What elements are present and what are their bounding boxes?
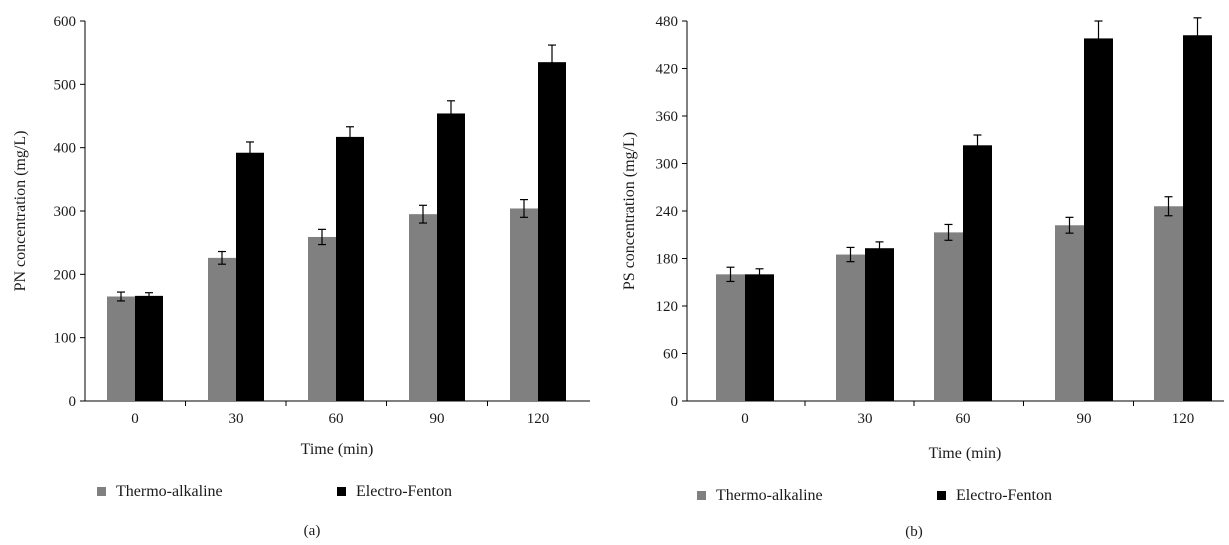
panel-b-x-axis-title: Time (min)	[929, 445, 1002, 462]
panel-b-y-axis-title: PS concentration (mg/L)	[621, 132, 638, 290]
panel-a-error-bar-thermo-alkaline-60	[318, 228, 326, 246]
panel-a-x-tick-label: 90	[430, 411, 445, 427]
panel-a-legend-label-electro-fenton: Electro-Fenton	[356, 483, 452, 500]
panel-a-x-tick-label: 0	[131, 411, 139, 427]
panel-b-x-tick-label: 0	[741, 411, 749, 427]
panel-b-error-bar-thermo-alkaline-120	[1164, 196, 1173, 217]
panel-b-label: (b)	[905, 524, 923, 540]
panel-b-y-tick-label: 180	[656, 252, 679, 268]
panel-a-error-bar-electro-fenton-120	[548, 44, 556, 80]
panel-a-x-tick-label: 30	[229, 411, 244, 427]
panel-b-y-tick-label: 300	[656, 157, 679, 173]
panel-a-error-bar-thermo-alkaline-30	[218, 250, 226, 265]
panel-a-x-axis-title: Time (min)	[301, 441, 374, 458]
panel-b-error-bar-electro-fenton-120	[1193, 17, 1202, 53]
panel-b-error-bar-electro-fenton-0	[755, 268, 764, 280]
panel-b-x-tick-label: 90	[1077, 411, 1092, 427]
panel-b-y-tick-label: 360	[656, 109, 679, 125]
panel-b-y-tick-label: 0	[671, 394, 679, 410]
panel-a-bar-thermo-alkaline-0	[107, 296, 135, 401]
panel-a-bar-electro-fenton-120	[538, 62, 566, 402]
panel-a-bar-thermo-alkaline-90	[409, 214, 437, 401]
panel-a-y-tick-label: 500	[54, 77, 77, 93]
panel-a-x-tick-label: 60	[329, 411, 344, 427]
panel-a-error-bar-electro-fenton-90	[447, 100, 455, 127]
panel-a-error-bar-thermo-alkaline-90	[419, 204, 427, 224]
panel-b-bar-thermo-alkaline-120	[1154, 206, 1183, 401]
panel-a-bar-thermo-alkaline-120	[510, 208, 538, 401]
panel-b-bar-electro-fenton-30	[865, 248, 894, 401]
panel-b-y-tick-label: 240	[656, 204, 679, 220]
panel-b-x-tick-label: 30	[858, 411, 873, 427]
panel-b-bar-thermo-alkaline-60	[934, 232, 963, 401]
panel-a-error-bar-electro-fenton-60	[346, 126, 354, 148]
panel-a-bar-thermo-alkaline-60	[308, 236, 336, 401]
panel-b-bar-thermo-alkaline-90	[1055, 225, 1084, 401]
panel-a-y-tick-label: 200	[54, 267, 77, 283]
chart-panel-a: 0 100 200 300 400 500 600 0 30 60 90 120 Time (min)…	[12, 14, 590, 539]
panel-a-x-tick-label: 120	[527, 411, 550, 427]
panel-a-legend-swatch-thermo-alkaline	[97, 487, 106, 496]
panel-b-error-bar-thermo-alkaline-90	[1065, 216, 1074, 234]
panel-b-bar-electro-fenton-90	[1084, 38, 1113, 402]
panel-a-error-bar-electro-fenton-0	[145, 292, 153, 300]
panel-b-error-bar-thermo-alkaline-30	[846, 246, 855, 263]
panel-b-bar-thermo-alkaline-30	[836, 254, 865, 401]
panel-b-bar-electro-fenton-120	[1183, 35, 1212, 401]
panel-b-y-tick-label: 480	[656, 14, 679, 30]
panel-b-legend-swatch-electro-fenton	[937, 491, 946, 500]
panel-b-bar-thermo-alkaline-0	[716, 274, 745, 401]
panel-a-error-bar-electro-fenton-30	[246, 141, 254, 164]
panel-a-y-tick-label: 100	[54, 331, 77, 347]
panel-a-bar-electro-fenton-30	[236, 152, 264, 401]
panel-a-bar-electro-fenton-90	[437, 113, 465, 401]
panel-b-y-tick-label: 120	[656, 299, 679, 315]
panel-b-x-tick-label: 60	[956, 411, 971, 427]
panel-b-error-bar-electro-fenton-30	[875, 241, 884, 255]
panel-b-y-tick-label: 420	[656, 62, 679, 78]
panel-a-bar-thermo-alkaline-30	[208, 257, 236, 401]
panel-b-error-bar-electro-fenton-60	[973, 134, 982, 156]
panel-b-legend-label-electro-fenton: Electro-Fenton	[956, 487, 1052, 504]
panel-a-y-tick-label: 0	[69, 394, 77, 410]
panel-a-legend-label-thermo-alkaline: Thermo-alkaline	[116, 483, 223, 500]
panel-a-y-tick-label: 400	[54, 141, 77, 157]
panel-b-error-bar-electro-fenton-90	[1094, 20, 1103, 56]
panel-b-bar-electro-fenton-0	[745, 274, 774, 401]
panel-b-x-tick-label: 120	[1172, 411, 1195, 427]
panel-b-bar-electro-fenton-60	[963, 145, 992, 401]
panel-a-y-tick-label: 600	[54, 14, 77, 30]
chart-panel-b: 0 60 120 180 240 300 360 420 480 0 30 60 90 120 Time …	[621, 14, 1224, 540]
panel-a-bar-electro-fenton-60	[336, 136, 364, 401]
panel-a-error-bar-thermo-alkaline-0	[117, 291, 125, 302]
panel-a-legend-swatch-electro-fenton	[337, 487, 346, 496]
panel-b-error-bar-thermo-alkaline-60	[944, 223, 953, 241]
panel-b-legend-label-thermo-alkaline: Thermo-alkaline	[716, 487, 823, 504]
panel-b-legend: Thermo-alkaline Electro-Fenton	[697, 487, 1052, 504]
panel-b-error-bar-thermo-alkaline-0	[726, 266, 735, 283]
panel-a-y-tick-label: 300	[54, 204, 77, 220]
panel-a-legend: Thermo-alkaline Electro-Fenton	[97, 483, 452, 500]
panel-a-error-bar-thermo-alkaline-120	[520, 199, 528, 218]
panel-b-y-tick-label: 60	[663, 347, 678, 363]
panel-a-bar-electro-fenton-0	[135, 295, 163, 401]
panel-b-legend-swatch-thermo-alkaline	[697, 491, 706, 500]
panel-a-label: (a)	[304, 523, 321, 539]
panel-a-y-axis-title: PN concentration (mg/L)	[12, 131, 29, 292]
